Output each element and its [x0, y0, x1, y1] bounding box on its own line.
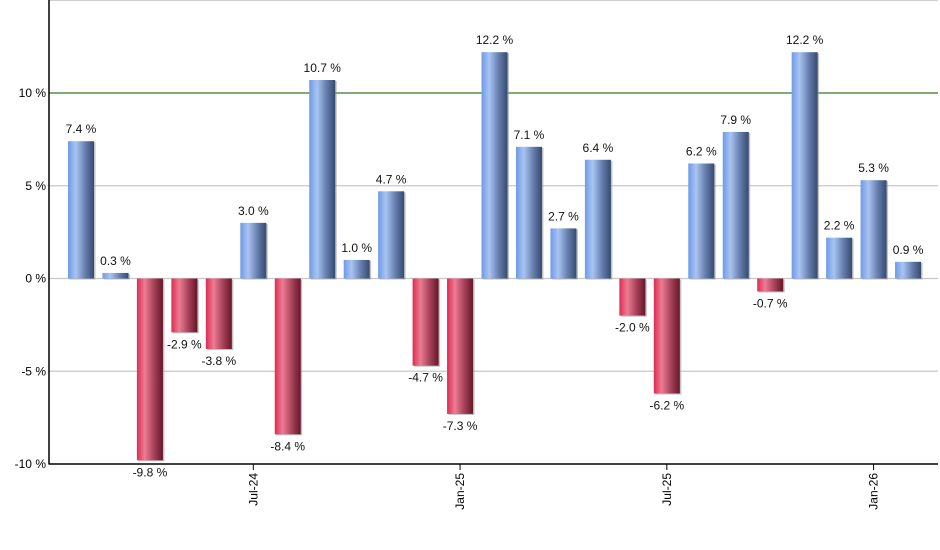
bar — [757, 278, 784, 292]
value-label: 10.7 % — [304, 61, 342, 75]
x-axis-labels: Jul-24 Jan-25 Jul-25 Jan-26 — [246, 464, 881, 510]
value-label: 5.3 % — [858, 161, 889, 175]
value-label: -0.7 % — [753, 296, 788, 310]
bar — [688, 163, 715, 279]
bar — [895, 261, 922, 279]
value-label: 6.4 % — [583, 141, 614, 155]
value-label: -2.9 % — [167, 337, 202, 351]
bar — [791, 52, 818, 279]
bar — [584, 159, 611, 279]
axes — [48, 0, 938, 465]
x-tick-label: Jan-25 — [453, 473, 467, 510]
y-tick-label: 5 % — [25, 179, 46, 193]
bar — [826, 237, 853, 279]
x-tick-label: Jul-25 — [660, 473, 674, 506]
value-label: -2.0 % — [615, 321, 650, 335]
x-tick-label: Jul-24 — [246, 473, 260, 506]
value-label: 7.4 % — [66, 122, 97, 136]
value-label: 4.7 % — [376, 172, 407, 186]
value-labels: 7.4 % 0.3 % -9.8 % -2.9 % -3.8 % 3.0 % -8.4 % 1… — [66, 33, 924, 479]
value-label: -8.4 % — [270, 439, 305, 453]
bar — [860, 180, 887, 279]
bar — [309, 80, 336, 279]
bar — [102, 272, 129, 279]
bar — [481, 52, 508, 279]
bar — [171, 278, 198, 333]
bar — [412, 278, 439, 366]
y-axis-labels: 10 % 5 % 0 % -5 % -10 % — [15, 86, 47, 471]
value-label: 12.2 % — [476, 33, 514, 47]
y-tick-label: -5 % — [21, 364, 46, 378]
bar — [136, 278, 163, 461]
value-label: -4.7 % — [408, 371, 443, 385]
bar — [619, 278, 646, 316]
bar — [274, 278, 301, 435]
bar — [240, 222, 267, 279]
value-label: 3.0 % — [238, 204, 269, 218]
value-label: 0.3 % — [100, 254, 131, 268]
x-tick-label: Jan-26 — [867, 473, 881, 510]
value-label: 1.0 % — [341, 241, 372, 255]
bar — [515, 146, 542, 279]
value-label: -6.2 % — [649, 399, 684, 413]
bar — [343, 259, 370, 279]
value-label: 6.2 % — [686, 144, 717, 158]
value-label: 0.9 % — [893, 243, 924, 257]
value-label: -7.3 % — [443, 419, 478, 433]
value-label: 2.7 % — [548, 209, 579, 223]
bar — [205, 278, 232, 349]
value-label: 7.9 % — [720, 113, 751, 127]
bar — [378, 191, 405, 279]
y-tick-label: -10 % — [15, 457, 47, 471]
value-label: 7.1 % — [514, 128, 545, 142]
bar — [550, 228, 577, 279]
bars — [68, 52, 923, 462]
bar — [447, 278, 474, 414]
bar — [653, 278, 680, 394]
value-label: -3.8 % — [201, 354, 236, 368]
bar — [722, 131, 749, 279]
value-label: 2.2 % — [824, 219, 855, 233]
y-tick-label: 10 % — [19, 86, 47, 100]
bar — [68, 141, 94, 279]
y-tick-label: 0 % — [25, 272, 46, 286]
value-label: 12.2 % — [786, 33, 824, 47]
value-label: -9.8 % — [133, 465, 168, 479]
